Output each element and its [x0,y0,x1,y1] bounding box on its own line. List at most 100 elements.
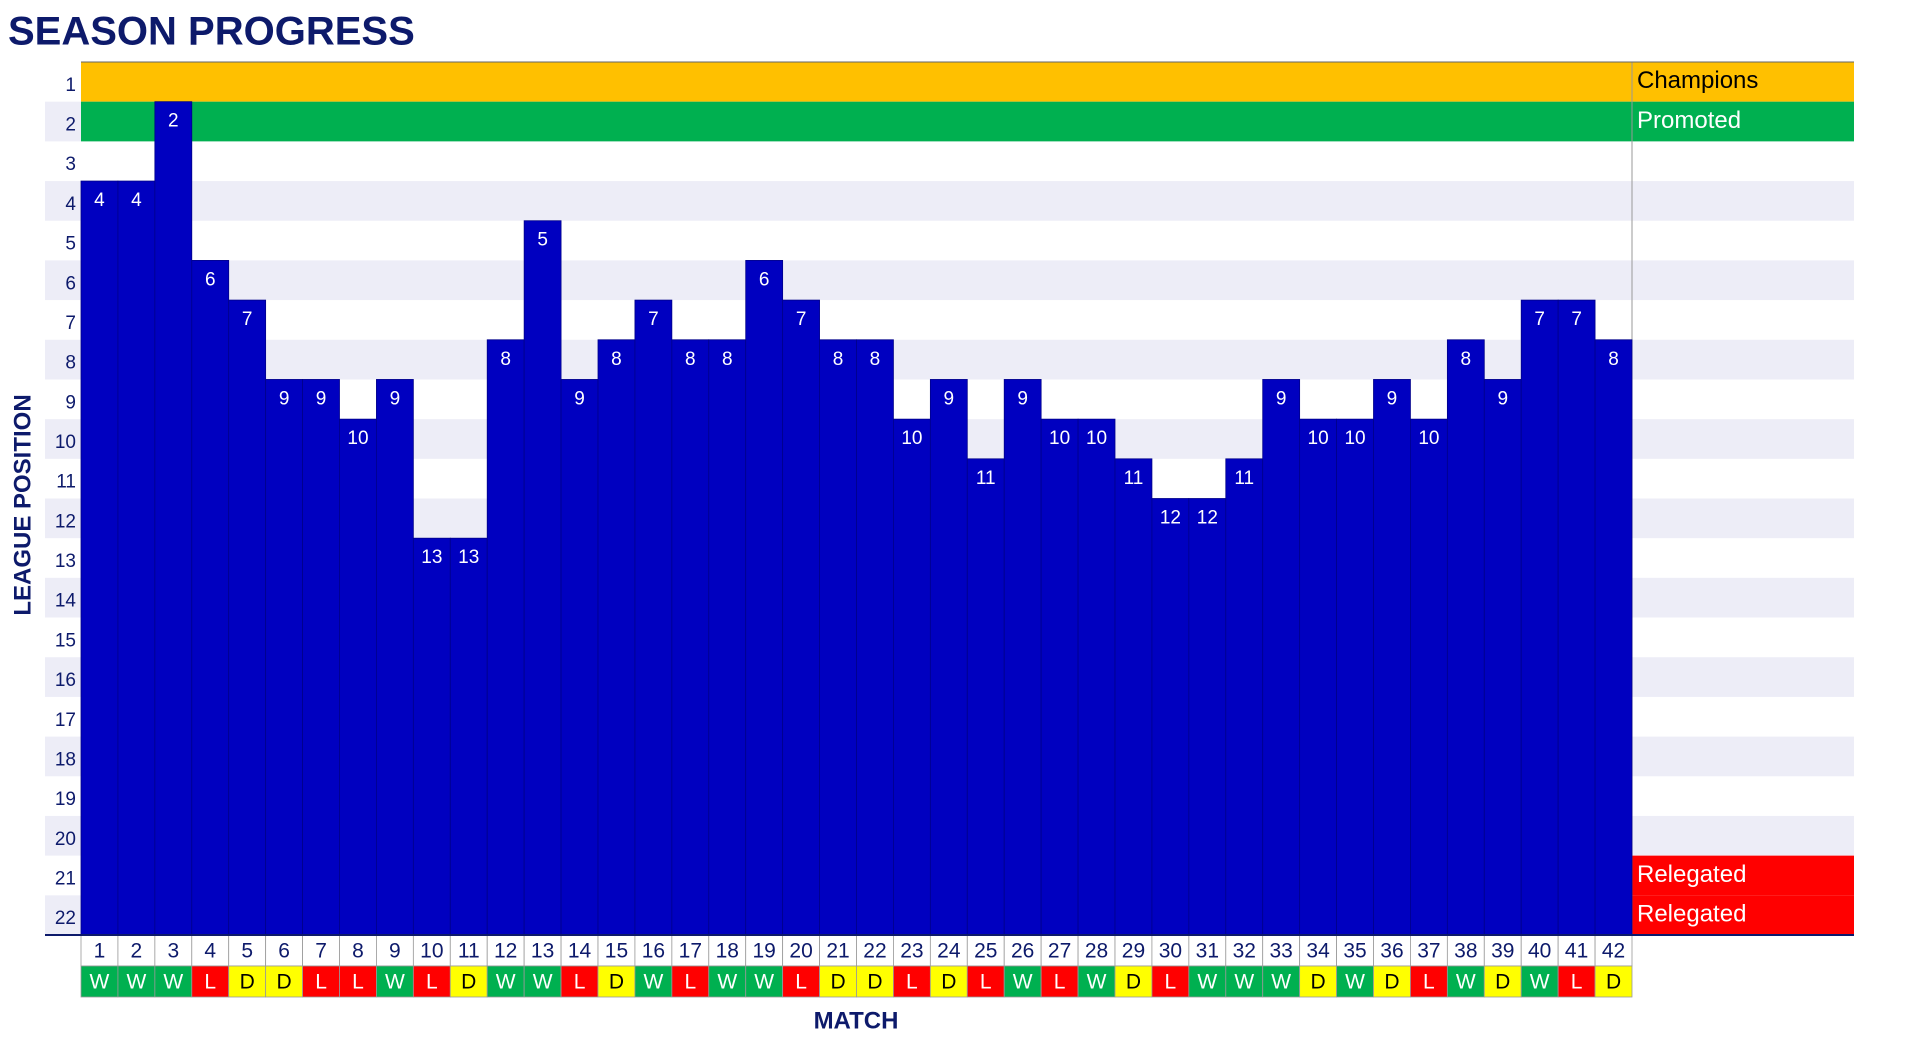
value-label: 10 [1418,428,1439,449]
bar [302,379,340,936]
value-label: 13 [421,547,442,568]
value-label: 8 [833,349,844,370]
result-label: W [1345,971,1365,994]
value-label: 9 [944,388,955,409]
value-label: 11 [1124,468,1144,489]
result-label: W [717,971,737,994]
y-tick-label: 8 [65,353,76,374]
match-cell [1262,934,1301,967]
y-tick-label: 10 [55,432,76,453]
x-tick-label: 28 [1085,940,1108,963]
match-cell [1299,934,1337,967]
result-label: D [830,971,845,994]
result-label: W [1013,971,1033,994]
bar [80,180,119,936]
result-label: L [684,971,696,994]
zone-label: Promoted [1637,107,1741,134]
x-tick-label: 38 [1454,940,1477,963]
x-tick-label: 10 [420,940,443,963]
match-cell [1446,934,1485,967]
result-cell [1114,965,1153,998]
value-label: 10 [901,428,922,449]
zone-label: Champions [1637,67,1758,94]
result-label: L [980,971,992,994]
result-label: W [385,971,405,994]
x-tick-label: 1 [94,940,106,963]
match-cell [1557,934,1596,967]
value-label: 5 [537,230,548,251]
x-tick-label: 11 [458,940,480,963]
value-label: 8 [1608,349,1619,370]
x-tick-label: 14 [568,940,592,963]
value-label: 9 [1017,388,1028,409]
result-cell [1594,965,1633,998]
result-label: D [240,971,255,994]
bar [745,260,784,936]
x-tick-label: 30 [1159,940,1182,963]
y-tick-label: 17 [55,710,76,731]
bar [782,299,820,936]
match-cell [117,934,156,967]
y-tick-label: 12 [55,511,76,532]
result-cell [1483,965,1522,998]
match-cell [449,934,488,967]
result-cell [671,965,710,998]
result-label: L [1165,971,1177,994]
value-label: 2 [168,111,179,132]
value-label: 10 [347,428,368,449]
value-label: 9 [316,388,327,409]
bar [154,101,193,936]
bar [1594,339,1633,936]
result-label: D [277,971,292,994]
y-tick-label: 19 [55,789,76,810]
result-cell [486,965,525,998]
y-tick-label: 2 [65,115,76,136]
result-label: D [1606,971,1621,994]
x-tick-label: 6 [278,940,290,963]
value-label: 8 [1461,349,1472,370]
result-label: L [315,971,327,994]
result-label: L [426,971,438,994]
match-cell [819,934,857,967]
bar [523,220,562,936]
bar [117,180,156,936]
value-label: 6 [759,269,770,290]
x-tick-label: 37 [1417,940,1440,963]
value-label: 11 [976,468,996,489]
bar [376,379,414,936]
value-label: 7 [648,309,659,330]
result-cell [80,965,119,998]
bar [339,418,377,936]
x-tick-label: 16 [642,940,665,963]
result-label: L [574,971,586,994]
y-tick-label: 13 [55,551,76,572]
value-label: 9 [390,388,401,409]
x-tick-label: 12 [494,940,517,963]
x-tick-label: 15 [605,940,628,963]
value-label: 13 [458,547,479,568]
result-label: L [906,971,918,994]
result-label: W [1197,971,1217,994]
bar [1520,299,1559,936]
result-label: D [461,971,476,994]
zone-label: Relegated [1637,901,1746,928]
value-label: 12 [1160,508,1181,529]
bar [1114,458,1153,936]
match-cell [1520,934,1559,967]
x-tick-label: 34 [1306,940,1330,963]
value-label: 8 [870,349,881,370]
result-cell [117,965,156,998]
result-label: W [1530,971,1550,994]
value-label: 8 [611,349,622,370]
result-cell [376,965,414,998]
x-tick-label: 7 [315,940,327,963]
bar [1225,458,1264,936]
row-stripe [45,181,1854,221]
result-label: D [1126,971,1141,994]
bar [893,418,931,936]
bar [671,339,710,936]
x-tick-label: 39 [1491,940,1514,963]
result-label: W [533,971,553,994]
value-label: 8 [685,349,696,370]
result-label: D [609,971,624,994]
